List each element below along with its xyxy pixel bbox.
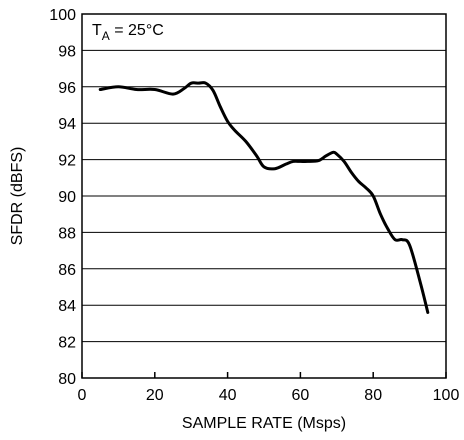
y-tick-label: 82 <box>58 335 76 352</box>
plot-area-frame <box>81 13 447 379</box>
y-tick-label: 80 <box>58 371 76 388</box>
temperature-annotation: TA = 25°C <box>92 22 164 43</box>
x-tick-label: 20 <box>146 387 164 404</box>
y-tick-label: 84 <box>58 298 76 315</box>
y-tick-label: 100 <box>49 7 76 24</box>
series-layer <box>98 81 430 314</box>
x-tick-label: 100 <box>433 387 460 404</box>
x-tick-label: 80 <box>364 387 382 404</box>
x-axis-label: SAMPLE RATE (Msps) <box>182 415 346 432</box>
y-tick-label: 90 <box>58 189 76 206</box>
y-tick-label: 98 <box>58 43 76 60</box>
x-axis-ticks: 0 20 40 60 80 100 <box>78 372 460 404</box>
y-tick-label: 96 <box>58 80 76 97</box>
y-tick-label: 92 <box>58 153 76 170</box>
y-axis-label: SFDR (dBFS) <box>9 147 26 246</box>
x-tick-label: 40 <box>219 387 237 404</box>
series-line-0 <box>98 81 430 314</box>
y-tick-label: 94 <box>58 116 76 133</box>
x-tick-label: 60 <box>292 387 310 404</box>
y-tick-label: 86 <box>58 262 76 279</box>
y-axis-ticks: 80 82 84 86 88 90 92 94 96 98 100 <box>49 7 76 388</box>
gridlines <box>82 49 446 343</box>
x-tick-label: 0 <box>78 387 87 404</box>
y-tick-label: 88 <box>58 225 76 242</box>
